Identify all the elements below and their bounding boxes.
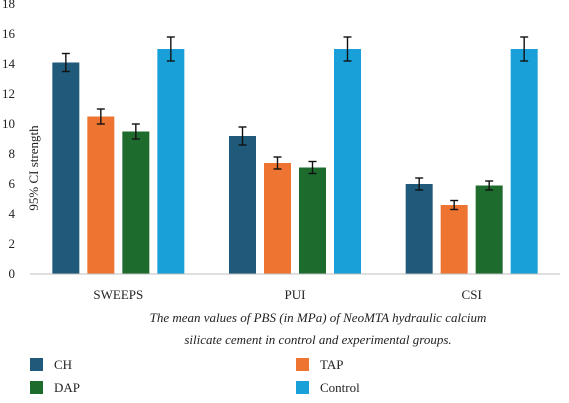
bar-control-csi — [510, 49, 538, 274]
legend-swatch-ch — [30, 358, 43, 371]
y-tick-label-6: 12 — [2, 86, 15, 101]
caption-line-2: silicate cement in control and experimen… — [184, 332, 451, 347]
x-category-label-pui: PUI — [285, 287, 306, 302]
error-bar-ch-pui — [238, 126, 247, 146]
bar-ch-pui — [229, 136, 256, 274]
error-bar-tap-pui — [273, 156, 282, 170]
y-tick-label-1: 2 — [9, 236, 16, 251]
error-bar-dap-pui — [308, 160, 317, 175]
y-axis-label: 95% CI strength — [26, 125, 41, 211]
legend-label-ch: CH — [54, 357, 72, 372]
bar-control-sweeps — [157, 49, 185, 274]
bar-tap-pui — [264, 163, 291, 274]
bar-dap-sweeps — [122, 131, 150, 274]
bar-dap-csi — [475, 185, 503, 274]
legend-label-dap: DAP — [54, 380, 80, 395]
x-category-label-sweeps: SWEEPS — [93, 287, 143, 302]
legend-label-control: Control — [320, 380, 360, 395]
legend-label-tap: TAP — [320, 357, 344, 372]
error-bar-control-pui — [343, 36, 352, 62]
y-tick-label-0: 0 — [9, 266, 16, 281]
bar-control-pui — [334, 49, 361, 274]
y-tick-label-2: 4 — [9, 206, 16, 221]
bars-group — [52, 49, 538, 274]
error-bar-control-sweeps — [166, 36, 175, 62]
y-tick-label-7: 14 — [2, 56, 16, 71]
legend-swatch-control — [296, 381, 309, 394]
y-tick-label-8: 16 — [2, 26, 16, 41]
y-axis: 0 2 4 6 8 10 12 14 16 18 — [2, 0, 16, 281]
error-bars-group — [61, 36, 529, 211]
bar-ch-sweeps — [52, 62, 80, 274]
bar-tap-sweeps — [87, 116, 115, 274]
legend-swatch-tap — [296, 358, 309, 371]
legend-swatch-dap — [30, 381, 43, 394]
bar-ch-csi — [405, 184, 433, 274]
error-bar-ch-sweeps — [61, 52, 70, 73]
legend: CH TAP DAP Control — [30, 357, 360, 395]
error-bar-control-csi — [520, 36, 529, 62]
y-tick-label-4: 8 — [9, 146, 16, 161]
y-tick-label-3: 6 — [9, 176, 16, 191]
error-bar-tap-sweeps — [96, 108, 105, 125]
caption-line-1: The mean values of PBS (in MPa) of NeoMT… — [150, 310, 487, 325]
x-axis-categories: SWEEPS PUI CSI — [93, 287, 481, 302]
y-tick-label-9: 18 — [2, 0, 15, 11]
y-tick-label-5: 10 — [2, 116, 15, 131]
bar-tap-csi — [440, 205, 468, 274]
x-category-label-csi: CSI — [462, 287, 482, 302]
error-bar-tap-csi — [450, 199, 459, 211]
error-bar-dap-sweeps — [131, 123, 140, 140]
error-bar-dap-csi — [485, 180, 494, 191]
error-bar-ch-csi — [415, 177, 424, 191]
bar-dap-pui — [299, 167, 326, 274]
